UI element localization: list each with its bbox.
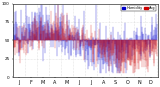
Legend: Humidity, Avg: Humidity, Avg [121, 5, 156, 11]
